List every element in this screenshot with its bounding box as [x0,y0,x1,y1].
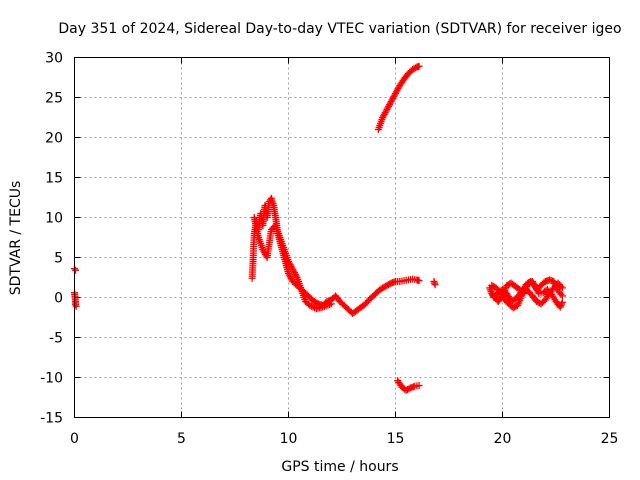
data-point [558,284,566,292]
x-tick-labels: 0 5 10 15 20 25 [70,431,618,447]
y-tick-label: -10 [40,371,63,387]
data-point [415,382,423,389]
data-point [558,292,566,300]
ticks [74,57,610,418]
y-tick-label: -15 [40,411,63,427]
y-tick-label: 25 [45,91,63,107]
data-point [557,302,565,309]
y-tick-label: 10 [45,211,63,227]
data-points [71,62,566,394]
data-point [415,277,423,285]
data-point [309,303,317,311]
data-point [557,282,565,290]
data-point [327,300,335,308]
x-tick-label: 10 [280,431,298,447]
y-tick-label: 20 [45,131,63,147]
x-tick-label: 0 [70,431,79,447]
data-point [308,302,316,310]
x-tick-label: 25 [601,431,619,447]
data-point [292,272,300,280]
data-point [558,298,566,306]
x-tick-label: 15 [387,431,405,447]
plot-frame [74,57,610,418]
grid [74,57,610,418]
y-axis-title: SDTVAR / TECUs [8,181,24,296]
data-point [558,300,566,308]
x-tick-label: 5 [177,431,186,447]
x-tick-label: 20 [494,431,512,447]
data-point [415,62,423,70]
data-point [72,302,80,310]
x-axis-title: GPS time / hours [281,459,398,475]
data-point [557,290,565,298]
y-tick-labels: -15 -10 -5 0 5 10 15 20 25 30 [40,51,63,427]
y-tick-label: 0 [54,291,63,307]
data-point [72,266,80,274]
data-point [306,302,314,309]
data-point [556,303,564,311]
y-tick-label: 15 [45,171,63,187]
chart-title: Day 351 of 2024, Sidereal Day-to-day VTE… [58,21,621,37]
y-tick-label: 30 [45,51,63,67]
data-point [431,281,439,289]
y-tick-label: 5 [54,251,63,267]
y-tick-label: -5 [49,331,63,347]
